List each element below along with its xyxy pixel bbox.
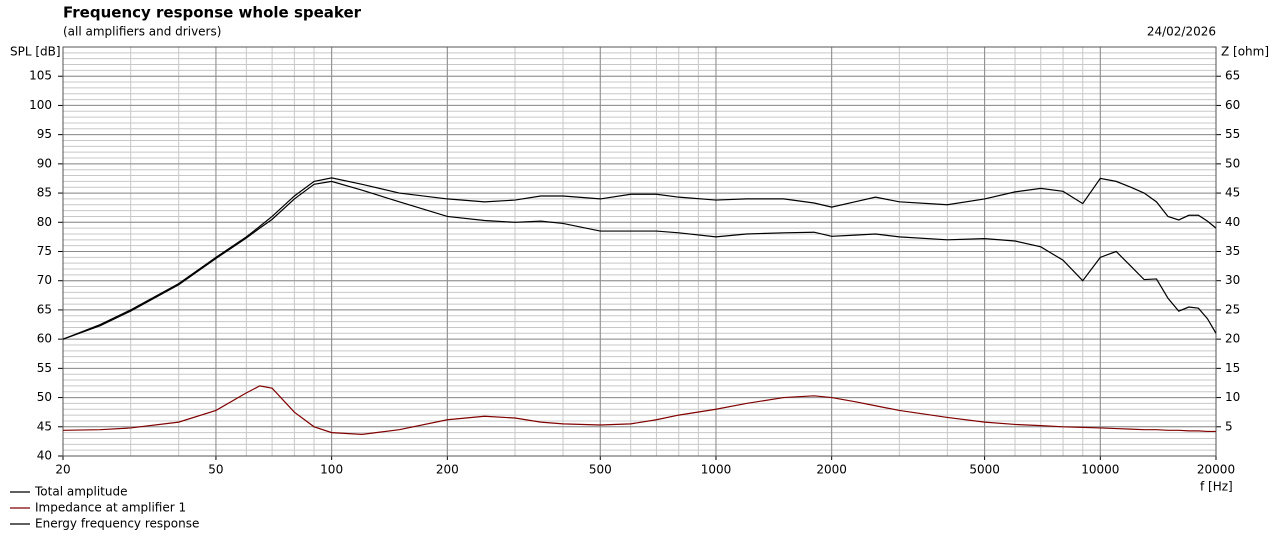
y-tick-label: 100: [29, 98, 52, 112]
y-tick-label: 65: [37, 302, 52, 316]
y2-tick-label: 60: [1225, 98, 1240, 112]
y-tick-label: 75: [37, 244, 52, 258]
legend-label: Impedance at amplifier 1: [35, 501, 186, 515]
y2-tick-label: 65: [1225, 69, 1240, 83]
y-tick-label: 70: [37, 273, 52, 287]
plot-frame: [62, 46, 1217, 457]
legend-label: Energy frequency response: [35, 517, 199, 531]
y2-axis-label: Z [ohm]: [1221, 45, 1269, 59]
y2-tick-label: 5: [1225, 419, 1233, 433]
y-tick-label: 95: [37, 127, 52, 141]
data-line: [62, 385, 1216, 435]
y-tick-label: 80: [37, 215, 52, 229]
y-tick-label: 45: [37, 419, 52, 433]
y2-tick-label: 35: [1225, 244, 1240, 258]
y2-tick-label: 30: [1225, 273, 1240, 287]
date: 24/02/2026: [1147, 25, 1216, 39]
y2-tick-label: 15: [1225, 361, 1240, 375]
y2-tick-label: 55: [1225, 127, 1240, 141]
y-tick-label: 60: [37, 332, 52, 346]
x-tick-label: 5000: [969, 463, 1000, 477]
x-axis-label: f [Hz]: [1200, 480, 1233, 494]
y2-tick-label: 50: [1225, 156, 1240, 170]
x-tick-label: 10000: [1081, 463, 1119, 477]
x-tick-label: 20: [55, 463, 70, 477]
y2-tick-label: 20: [1225, 332, 1240, 346]
y-tick-label: 105: [29, 69, 52, 83]
y-tick-label: 50: [37, 390, 52, 404]
data-line: [62, 177, 1217, 340]
x-tick-label: 500: [589, 463, 612, 477]
x-tick-label: 1000: [701, 463, 732, 477]
x-tick-label: 20000: [1197, 463, 1235, 477]
y-tick-label: 40: [37, 449, 52, 463]
chart-subtitle: (all amplifiers and drivers): [63, 25, 221, 39]
y-tick-label: 90: [37, 156, 52, 170]
y2-tick-label: 40: [1225, 215, 1240, 229]
x-tick-label: 200: [436, 463, 459, 477]
y-axis-label: SPL [dB]: [10, 45, 61, 59]
data-line: [62, 180, 1217, 340]
x-tick-label: 50: [208, 463, 223, 477]
x-tick-label: 100: [320, 463, 343, 477]
legend-label: Total amplitude: [34, 485, 127, 499]
y-tick-label: 55: [37, 361, 52, 375]
x-tick-label: 2000: [816, 463, 847, 477]
chart-title: Frequency response whole speaker: [63, 4, 362, 22]
y2-tick-label: 10: [1225, 390, 1240, 404]
y2-tick-label: 25: [1225, 302, 1240, 316]
y2-tick-label: 45: [1225, 186, 1240, 200]
y-tick-label: 85: [37, 186, 52, 200]
